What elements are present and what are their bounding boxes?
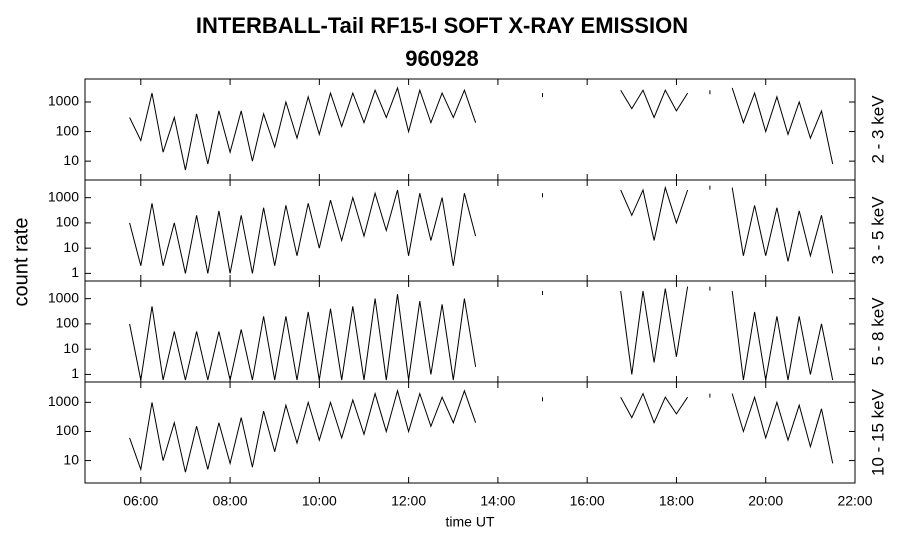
y-tick-label: 1000 xyxy=(48,188,79,204)
y-tick-label: 10 xyxy=(63,152,79,168)
y-tick-label: 10 xyxy=(63,451,79,467)
x-tick-label: 12:00 xyxy=(391,493,426,509)
chart-subtitle: 960928 xyxy=(405,46,478,71)
y-tick-label: 100 xyxy=(56,422,80,438)
y-tick-label: 1000 xyxy=(48,393,79,409)
data-line xyxy=(129,86,834,171)
panel-label: 2 - 3 keV xyxy=(868,95,887,164)
y-tick-label: 1000 xyxy=(48,93,79,109)
x-tick-label: 08:00 xyxy=(213,493,248,509)
x-tick-label: 10:00 xyxy=(302,493,337,509)
y-tick-label: 100 xyxy=(56,315,80,331)
y-tick-label: 100 xyxy=(56,122,80,138)
data-line xyxy=(129,388,834,473)
y-tick-label: 1 xyxy=(71,264,79,280)
panel-label: 10 - 15 keV xyxy=(868,388,887,476)
y-tick-label: 10 xyxy=(63,340,79,356)
x-tick-label: 22:00 xyxy=(837,493,872,509)
x-tick-label: 06:00 xyxy=(123,493,158,509)
x-axis-label: time UT xyxy=(446,514,495,530)
panel-label: 3 - 5 keV xyxy=(868,196,887,265)
panel-frame xyxy=(84,381,856,484)
data-line xyxy=(129,185,834,274)
x-tick-label: 14:00 xyxy=(480,493,515,509)
y-axis-label: count rate xyxy=(10,218,32,307)
y-tick-label: 1000 xyxy=(48,289,79,305)
x-tick-label: 20:00 xyxy=(748,493,783,509)
x-tick-label: 16:00 xyxy=(570,493,605,509)
chart-title: INTERBALL-Tail RF15-I SOFT X-RAY EMISSIO… xyxy=(196,13,688,38)
panel-label: 5 - 8 keV xyxy=(868,297,887,366)
y-tick-label: 1 xyxy=(71,365,79,381)
x-tick-label: 18:00 xyxy=(659,493,694,509)
y-tick-label: 10 xyxy=(63,239,79,255)
y-tick-label: 100 xyxy=(56,214,80,230)
data-line xyxy=(129,286,834,381)
